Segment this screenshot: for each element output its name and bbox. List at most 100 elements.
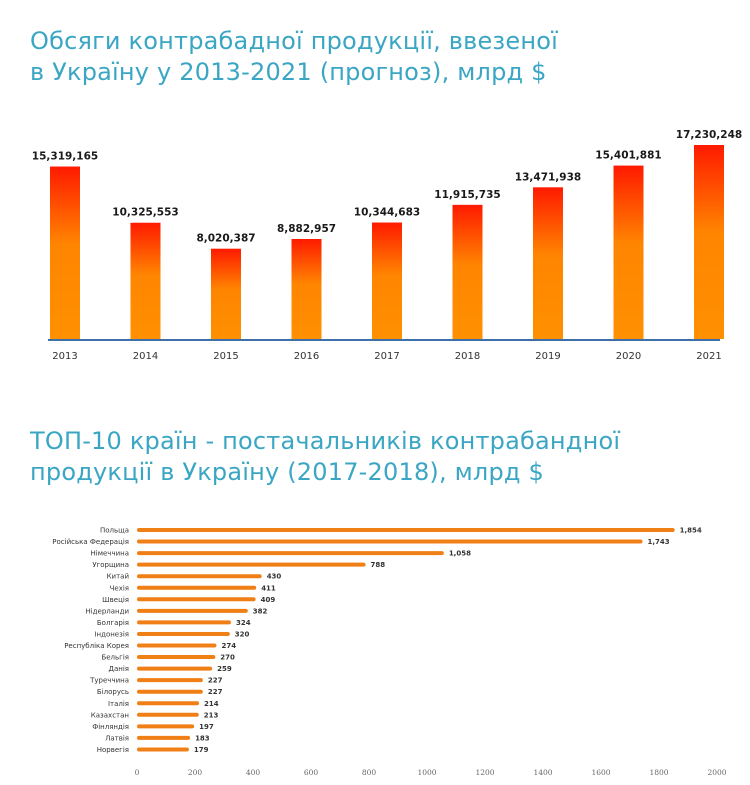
hbar-14 [137,678,203,683]
x-tick-2013: 2013 [52,351,77,362]
x-tick-2018: 2018 [455,351,480,362]
hbar-value-label: 197 [199,723,214,731]
hbar-5 [137,574,262,579]
hbar-value-label: 409 [261,596,276,604]
x-tick-2014: 2014 [133,351,158,362]
hbar-value-label: 324 [236,619,251,627]
hbar-9 [137,620,231,625]
category-label: Німеччина [91,550,129,558]
chart1-title: Обсяги контрабадної продукції, ввезеної … [30,26,558,88]
category-label: Російська Федерація [52,538,129,546]
category-label: Італія [108,700,129,708]
chart2-title-line1: ТОП-10 країн - постачальників контрабанд… [30,427,621,455]
hbar-18 [137,724,195,729]
bar-2020 [613,165,644,339]
hbar-16 [137,701,200,706]
hbar-3 [137,551,444,556]
bar-2019 [533,187,563,339]
category-label: Чехія [110,584,129,592]
category-label: Бельгія [101,654,129,662]
chart1-title-line2: в Україну у 2013-2021 (прогноз), млрд $ [30,58,547,86]
value-label-2020: 15,401,881 [595,150,661,162]
category-label: Норвегія [97,746,129,754]
category-label: Угорщина [92,561,129,569]
hbar-20 [137,747,189,752]
x-tick-2000: 2000 [707,768,726,777]
x-tick-400: 400 [246,768,261,777]
bar-2015 [211,248,241,339]
hbar-value-label: 227 [208,677,223,685]
x-tick-1600: 1600 [591,768,610,777]
hbar-value-label: 213 [204,711,219,719]
category-label: Фінляндія [92,723,129,731]
hbar-value-label: 259 [217,665,232,673]
hbar-value-label: 274 [221,642,236,650]
bar-2013 [50,166,80,339]
value-label-2015: 8,020,387 [196,233,255,245]
hbar-6 [137,585,257,590]
x-tick-2016: 2016 [294,351,319,362]
x-tick-800: 800 [362,768,377,777]
category-label: Туреччина [89,677,129,685]
value-label-2016: 8,882,957 [277,223,336,235]
category-label: Республіка Корея [64,642,129,650]
hbar-value-label: 183 [195,734,210,742]
x-tick-1200: 1200 [475,768,494,777]
hbar-19 [137,735,191,740]
hbar-15 [137,689,203,694]
hbar-13 [137,666,213,671]
category-label: Швеція [102,596,129,604]
hbar-value-label: 227 [208,688,223,696]
x-tick-1800: 1800 [649,768,668,777]
hbar-4 [137,562,366,567]
category-label: Китай [107,573,129,581]
x-tick-2019: 2019 [535,351,560,362]
x-tick-1000: 1000 [417,768,436,777]
chart1-annual-volume: 15,319,165 2013 10,325,553 2014 8,020,387 201… [32,129,742,362]
bar-2021 [694,145,724,339]
value-label-2018: 11,915,735 [434,189,500,201]
chart2-title-line2: продукції в Україну (2017-2018), млрд $ [30,458,545,486]
hbar-value-label: 382 [253,607,268,615]
hbar-value-label: 430 [267,573,282,581]
hbar-value-label: 1,743 [647,538,669,546]
hbar-value-label: 270 [220,654,235,662]
value-label-2013: 15,319,165 [32,151,98,163]
hbar-value-label: 320 [235,630,250,638]
x-tick-2020: 2020 [616,351,641,362]
x-tick-0: 0 [135,768,140,777]
value-label-2019: 13,471,938 [515,171,581,183]
chart1-title-line1: Обсяги контрабадної продукції, ввезеної [30,27,558,55]
hbar-17 [137,712,199,717]
x-tick-600: 600 [304,768,319,777]
value-label-2014: 10,325,553 [112,207,178,219]
x-tick-2015: 2015 [213,351,238,362]
hbar-value-label: 1,058 [449,550,471,558]
bar-2014 [130,222,161,339]
hbar-value-label: 411 [261,584,276,592]
category-label: Данія [109,665,130,673]
x-tick-2017: 2017 [374,351,399,362]
hbar-value-label: 788 [371,561,386,569]
category-label: Нідерланди [85,607,129,615]
hbar-1 [137,528,675,532]
hbar-12 [137,655,216,660]
category-label: Індонезія [94,630,129,638]
bar-2016 [291,238,322,339]
hbar-8 [137,608,248,613]
hbar-value-label: 214 [204,700,219,708]
category-label: Казахстан [91,711,129,719]
hbar-value-label: 1,854 [680,527,702,535]
value-label-2021: 17,230,248 [676,129,742,141]
category-label: Болгарія [97,619,129,627]
hbar-value-label: 179 [194,746,209,754]
category-label: Латвія [105,734,129,742]
hbar-7 [137,597,256,602]
x-tick-2021: 2021 [696,351,721,362]
bar-2018 [452,204,483,339]
hbar-10 [137,631,230,636]
category-label: Польща [100,527,129,535]
x-tick-1400: 1400 [533,768,552,777]
bar-2017 [372,222,402,339]
value-label-2017: 10,344,683 [354,207,420,219]
